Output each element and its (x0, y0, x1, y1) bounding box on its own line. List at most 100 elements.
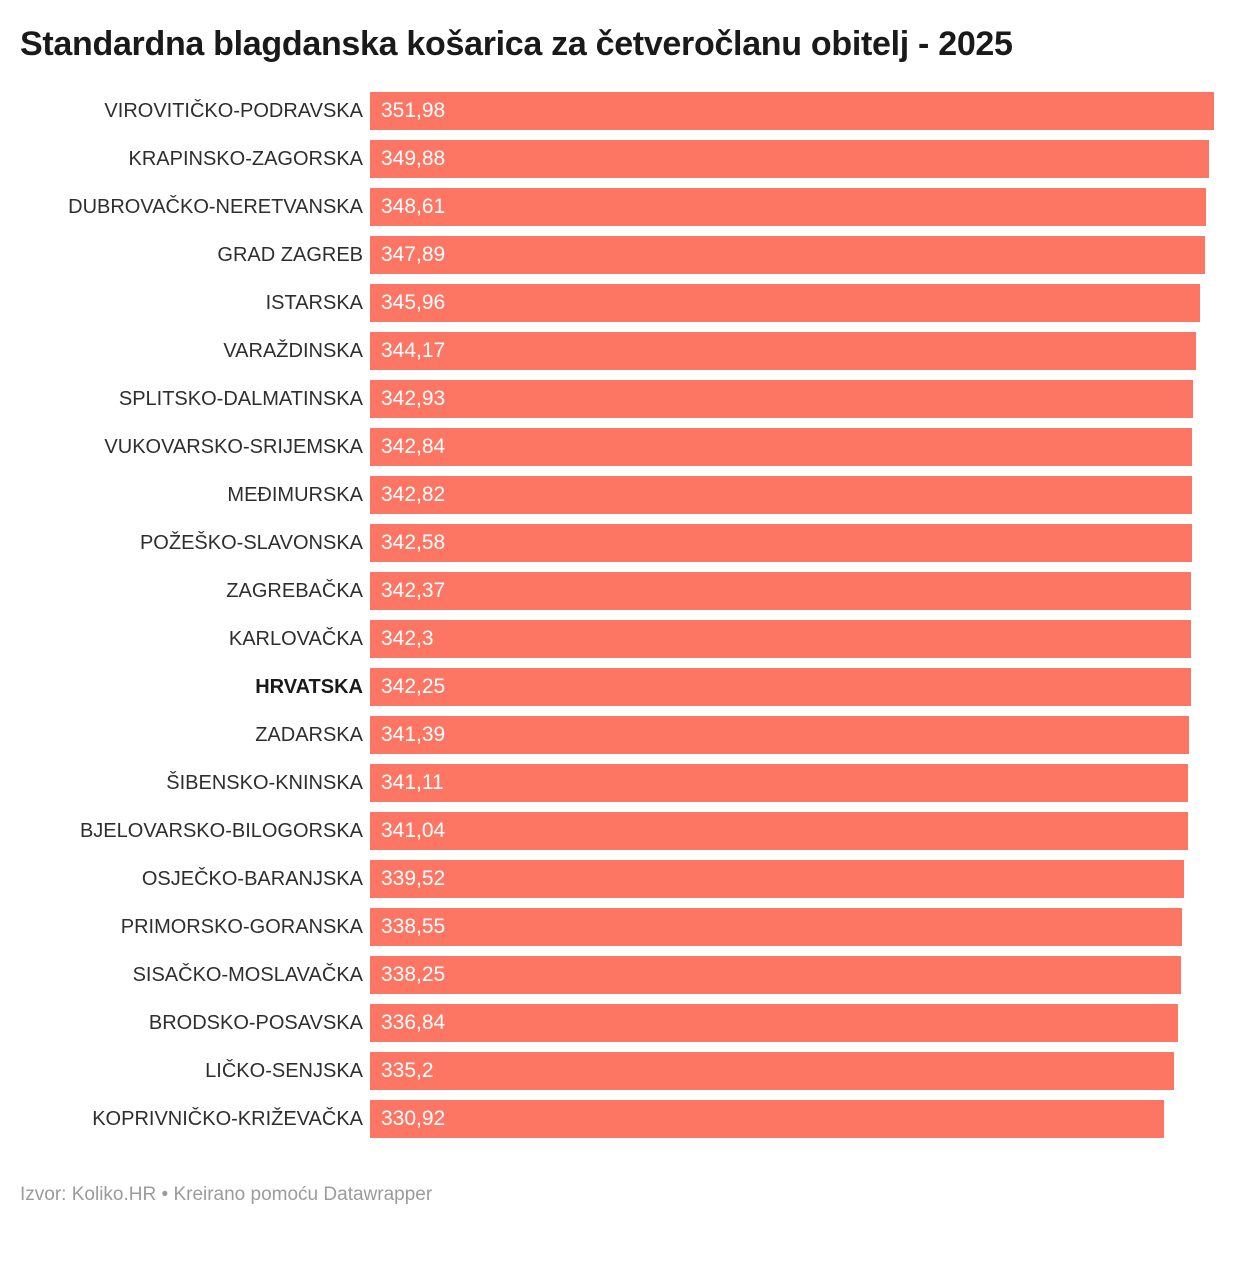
bar-track: 342,3 (370, 620, 1236, 658)
source-label: Izvor: (20, 1184, 67, 1205)
bar-track: 342,93 (370, 380, 1236, 418)
chart-row: KRAPINSKO-ZAGORSKA 349,88 (0, 135, 1236, 183)
category-label: ZADARSKA (255, 723, 363, 746)
bar-track: 348,61 (370, 188, 1236, 226)
bar-track: 338,55 (370, 908, 1236, 946)
bar-value-label: 342,25 (381, 675, 446, 698)
category-label: ŠIBENSKO-KNINSKA (166, 771, 363, 794)
bar-value-label: 341,39 (381, 723, 446, 746)
chart-row: LIČKO-SENJSKA 335,2 (0, 1047, 1236, 1095)
bar: 336,84 (370, 1004, 1179, 1042)
category-label: HRVATSKA (255, 675, 363, 698)
bar: 330,92 (370, 1100, 1164, 1138)
chart-row: SPLITSKO-DALMATINSKA 342,93 (0, 375, 1236, 423)
chart-row: ZADARSKA 341,39 (0, 711, 1236, 759)
category-label: BRODSKO-POSAVSKA (148, 1011, 363, 1034)
category-label: DUBROVAČKO-NERETVANSKA (68, 195, 363, 218)
chart-row: VIROVITIČKO-PODRAVSKA 351,98 (0, 87, 1236, 135)
bar-value-label: 351,98 (381, 99, 446, 122)
bar-track: 342,37 (370, 572, 1236, 610)
bar: 342,82 (370, 476, 1193, 514)
bar: 348,61 (370, 188, 1207, 226)
bar-value-label: 349,88 (381, 147, 446, 170)
chart-row: BRODSKO-POSAVSKA 336,84 (0, 999, 1236, 1047)
bar-value-label: 344,17 (381, 339, 446, 362)
bar-value-label: 339,52 (381, 867, 446, 890)
category-label: PRIMORSKO-GORANSKA (120, 915, 363, 938)
category-label: LIČKO-SENJSKA (205, 1059, 363, 1082)
bar-value-label: 342,3 (381, 627, 434, 650)
chart-row: OSJEČKO-BARANJSKA 339,52 (0, 855, 1236, 903)
bar-track: 344,17 (370, 332, 1236, 370)
chart-row: KARLOVAČKA 342,3 (0, 615, 1236, 663)
chart-title: Standardna blagdanska košarica za četver… (20, 25, 1013, 63)
bar-track: 342,25 (370, 668, 1236, 706)
bar-track: 341,04 (370, 812, 1236, 850)
bar-value-label: 330,92 (381, 1107, 446, 1130)
category-label: BJELOVARSKO-BILOGORSKA (79, 819, 363, 842)
chart-footer: Izvor: Koliko.HR • Kreirano pomoću Dataw… (20, 1184, 1216, 1206)
category-label: VIROVITIČKO-PODRAVSKA (104, 99, 363, 122)
category-label: SISAČKO-MOSLAVAČKA (132, 963, 363, 986)
bar-chart: VIROVITIČKO-PODRAVSKA 351,98 KRAPINSKO-Z… (0, 87, 1236, 1143)
bar-track: 342,82 (370, 476, 1236, 514)
bar-track: 351,98 (370, 92, 1236, 130)
bar-track: 339,52 (370, 860, 1236, 898)
bar: 338,25 (370, 956, 1182, 994)
bar-value-label: 338,55 (381, 915, 446, 938)
bar-track: 345,96 (370, 284, 1236, 322)
bar: 342,58 (370, 524, 1192, 562)
category-label: KARLOVAČKA (228, 627, 363, 650)
chart-row: VARAŽDINSKA 344,17 (0, 327, 1236, 375)
bar: 344,17 (370, 332, 1196, 370)
bar-track: 342,84 (370, 428, 1236, 466)
chart-row: GRAD ZAGREB 347,89 (0, 231, 1236, 279)
bar-track: 338,25 (370, 956, 1236, 994)
category-label: ZAGREBAČKA (226, 579, 363, 602)
bar: 342,37 (370, 572, 1192, 610)
bar-track: 342,58 (370, 524, 1236, 562)
bar-track: 349,88 (370, 140, 1236, 178)
bar: 351,98 (370, 92, 1215, 130)
chart-row: VUKOVARSKO-SRIJEMSKA 342,84 (0, 423, 1236, 471)
bar-value-label: 342,84 (381, 435, 446, 458)
chart-row: MEĐIMURSKA 342,82 (0, 471, 1236, 519)
bar-value-label: 345,96 (381, 291, 446, 314)
chart-row: KOPRIVNIČKO-KRIŽEVAČKA 330,92 (0, 1095, 1236, 1143)
bar-track: 335,2 (370, 1052, 1236, 1090)
bar: 341,04 (370, 812, 1189, 850)
bar: 347,89 (370, 236, 1205, 274)
bar-value-label: 342,82 (381, 483, 446, 506)
bar: 349,88 (370, 140, 1210, 178)
bar: 339,52 (370, 860, 1185, 898)
chart-row: DUBROVAČKO-NERETVANSKA 348,61 (0, 183, 1236, 231)
credit-text: Kreirano pomoću (173, 1184, 319, 1205)
chart-row: BJELOVARSKO-BILOGORSKA 341,04 (0, 807, 1236, 855)
bar-value-label: 347,89 (381, 243, 446, 266)
category-label: KRAPINSKO-ZAGORSKA (128, 147, 364, 170)
bar: 342,84 (370, 428, 1193, 466)
bar: 341,39 (370, 716, 1189, 754)
source-link[interactable]: Koliko.HR (71, 1184, 157, 1205)
chart-row: ŠIBENSKO-KNINSKA 341,11 (0, 759, 1236, 807)
category-label: VARAŽDINSKA (223, 339, 363, 362)
bar-value-label: 336,84 (381, 1011, 446, 1034)
chart-row: SISAČKO-MOSLAVAČKA 338,25 (0, 951, 1236, 999)
bar-track: 330,92 (370, 1100, 1236, 1138)
bar-value-label: 348,61 (381, 195, 446, 218)
bar-track: 336,84 (370, 1004, 1236, 1042)
bar: 345,96 (370, 284, 1200, 322)
datawrapper-link[interactable]: Datawrapper (323, 1184, 433, 1205)
bar: 342,93 (370, 380, 1193, 418)
chart-row: HRVATSKA 342,25 (0, 663, 1236, 711)
bar-track: 341,11 (370, 764, 1236, 802)
bar-track: 347,89 (370, 236, 1236, 274)
bar-value-label: 335,2 (381, 1059, 434, 1082)
bar-value-label: 341,04 (381, 819, 446, 842)
bar: 338,55 (370, 908, 1183, 946)
bar-value-label: 342,93 (381, 387, 446, 410)
bar: 335,2 (370, 1052, 1175, 1090)
category-label: KOPRIVNIČKO-KRIŽEVAČKA (92, 1107, 363, 1130)
bar-track: 341,39 (370, 716, 1236, 754)
